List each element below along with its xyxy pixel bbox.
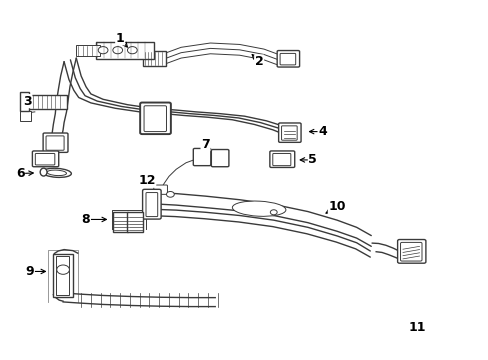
FancyBboxPatch shape bbox=[280, 53, 295, 65]
Bar bbox=[113, 212, 128, 231]
Text: 9: 9 bbox=[25, 265, 34, 278]
Text: 6: 6 bbox=[16, 167, 24, 180]
Circle shape bbox=[127, 46, 137, 54]
FancyBboxPatch shape bbox=[43, 133, 68, 152]
Bar bbox=[96, 41, 154, 59]
Bar bbox=[56, 256, 69, 295]
Text: 11: 11 bbox=[408, 321, 426, 334]
FancyBboxPatch shape bbox=[46, 136, 64, 150]
FancyBboxPatch shape bbox=[278, 123, 301, 142]
Circle shape bbox=[166, 192, 174, 197]
FancyBboxPatch shape bbox=[32, 151, 59, 167]
Circle shape bbox=[98, 46, 108, 54]
FancyBboxPatch shape bbox=[140, 103, 170, 134]
FancyBboxPatch shape bbox=[193, 148, 210, 166]
Ellipse shape bbox=[42, 168, 71, 177]
Circle shape bbox=[57, 265, 69, 274]
Text: 5: 5 bbox=[308, 153, 317, 166]
Ellipse shape bbox=[232, 201, 285, 216]
FancyBboxPatch shape bbox=[400, 242, 421, 261]
FancyBboxPatch shape bbox=[35, 153, 55, 165]
Bar bbox=[127, 212, 143, 231]
FancyBboxPatch shape bbox=[281, 126, 297, 140]
Bar bbox=[53, 253, 73, 297]
Ellipse shape bbox=[40, 168, 47, 176]
Bar bbox=[143, 51, 166, 66]
Bar bbox=[20, 111, 31, 121]
Circle shape bbox=[270, 210, 277, 215]
FancyBboxPatch shape bbox=[269, 151, 294, 167]
Circle shape bbox=[113, 46, 122, 54]
Text: 3: 3 bbox=[23, 95, 32, 108]
FancyBboxPatch shape bbox=[154, 185, 167, 194]
Text: 12: 12 bbox=[138, 174, 155, 187]
Text: 4: 4 bbox=[318, 125, 326, 138]
FancyBboxPatch shape bbox=[142, 189, 161, 219]
FancyBboxPatch shape bbox=[277, 50, 299, 67]
Ellipse shape bbox=[47, 170, 66, 176]
Text: 8: 8 bbox=[81, 213, 90, 226]
FancyBboxPatch shape bbox=[144, 106, 166, 132]
Bar bbox=[20, 93, 29, 111]
Text: 10: 10 bbox=[328, 201, 345, 213]
Text: 2: 2 bbox=[254, 55, 263, 68]
FancyBboxPatch shape bbox=[397, 239, 425, 263]
Bar bbox=[27, 95, 67, 109]
FancyBboxPatch shape bbox=[146, 193, 158, 217]
FancyBboxPatch shape bbox=[211, 149, 228, 167]
Text: 7: 7 bbox=[201, 138, 209, 150]
FancyBboxPatch shape bbox=[272, 153, 290, 166]
Text: 1: 1 bbox=[116, 32, 124, 45]
Bar bbox=[76, 45, 100, 56]
